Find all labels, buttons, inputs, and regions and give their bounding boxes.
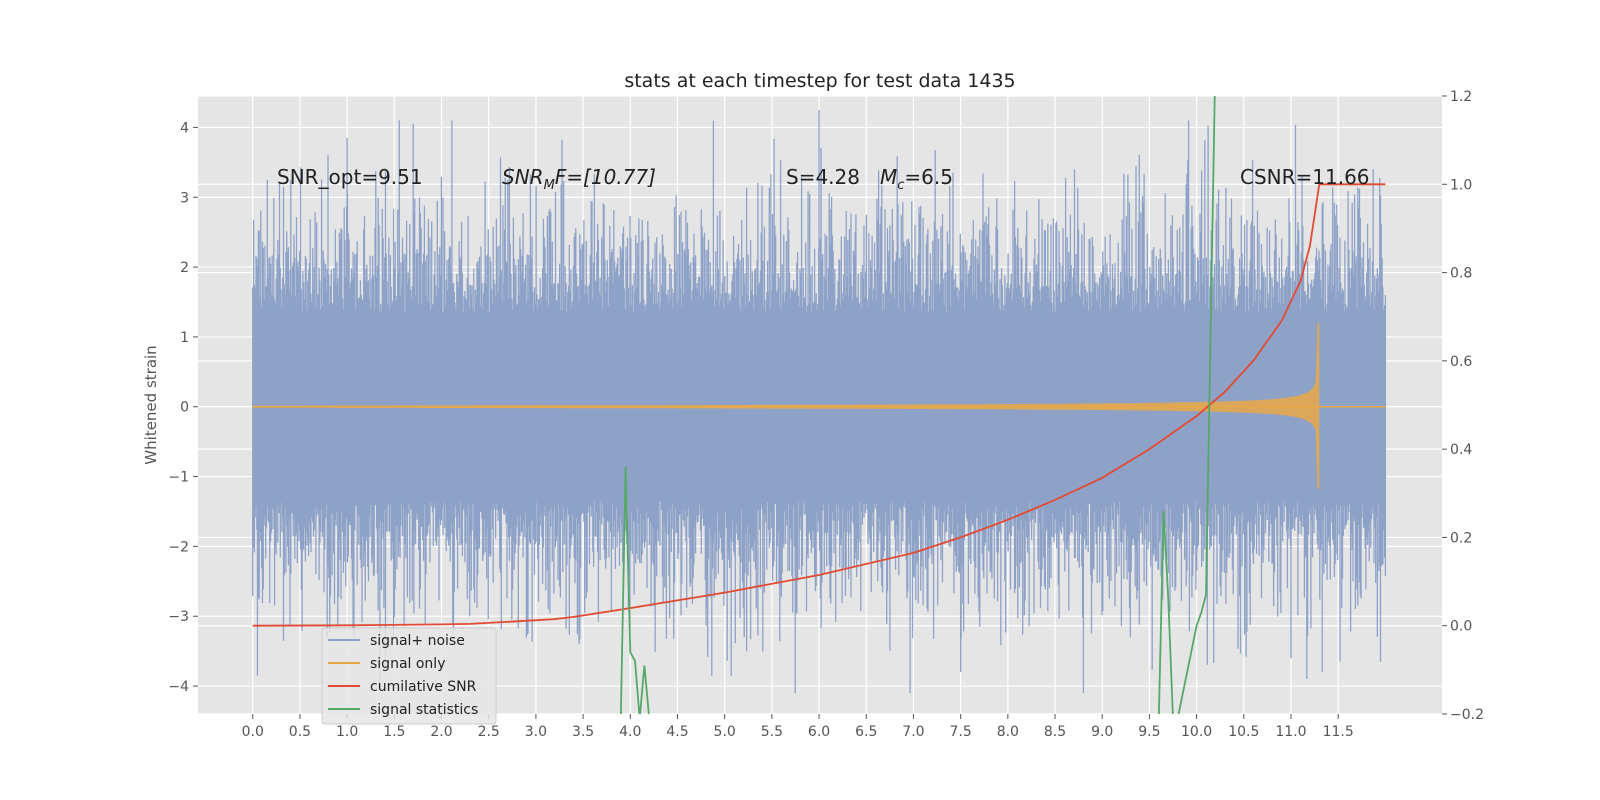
signal-only-area [252, 322, 1386, 489]
y-tick-label-left: 0 [180, 400, 189, 416]
y-tick-label-left: 1 [180, 330, 189, 346]
x-tick-label: 1.0 [336, 724, 358, 740]
annotation-csnr: CSNR=11.66 [1240, 165, 1370, 189]
annotation-snr-opt: SNR_opt=9.51 [277, 165, 423, 189]
x-tick-label: 8.5 [1044, 724, 1066, 740]
x-tick-label: 2.5 [478, 724, 500, 740]
annotation-mc: Mc=6.5 [880, 165, 953, 193]
x-tick-label: 2.0 [430, 724, 452, 740]
y-tick-label-left: 2 [180, 260, 189, 276]
y-tick-label-right: −0.2 [1450, 707, 1484, 723]
y-tick-label-left: 4 [180, 120, 189, 136]
x-tick-label: 7.0 [902, 724, 924, 740]
annotation-snr-mf: SNRMF=[10.77] [502, 165, 656, 193]
x-tick-label: 5.0 [714, 724, 736, 740]
left-axis-ticks: −4 −3 −2 −1 0 1 2 3 4 [168, 120, 198, 695]
y-tick-label-left: −2 [168, 539, 189, 555]
y-tick-label-left: −4 [168, 679, 189, 695]
x-tick-label: 10.0 [1181, 724, 1212, 740]
x-tick-label: 5.5 [761, 724, 783, 740]
signal-noise-area [252, 109, 1387, 694]
x-tick-label: 0.5 [289, 724, 311, 740]
legend-label-signal-only: signal only [370, 656, 445, 672]
signal-only-envelope [252, 322, 1320, 489]
cumulative-snr-line [252, 183, 1386, 627]
y-tick-label-right: 1.0 [1450, 177, 1472, 193]
chart-title: stats at each timestep for test data 143… [624, 70, 1015, 92]
y-axis-label: Whitened strain [142, 345, 160, 464]
series-lines [252, 96, 1386, 714]
y-tick-label-left: −3 [168, 609, 189, 625]
y-tick-label-right: 0.4 [1450, 442, 1472, 458]
signal-noise-core [252, 357, 1386, 502]
x-tick-label: 3.0 [525, 724, 547, 740]
x-tick-label: 9.5 [1138, 724, 1160, 740]
legend-box [321, 627, 497, 725]
y-tick-label-right: 0.2 [1450, 530, 1472, 546]
x-tick-label: 6.5 [855, 724, 877, 740]
x-tick-label: 6.0 [808, 724, 830, 740]
x-axis-ticks: 0.0 0.5 1.0 1.5 2.0 2.5 3.0 3.5 4.0 4.5 5.0 5.5 6.0 6… [242, 714, 1354, 740]
annotation-s-stat: S=4.28 [786, 165, 860, 189]
y-tick-label-left: 3 [180, 190, 189, 206]
legend-label-signal-statistics: signal statistics [370, 702, 478, 718]
x-tick-label: 10.5 [1228, 724, 1259, 740]
x-tick-label: 11.0 [1275, 724, 1306, 740]
right-axis-ticks: −0.2 0.0 0.2 0.4 0.6 0.8 1.0 1.2 [1442, 89, 1484, 723]
y-tick-label-right: 0.8 [1450, 266, 1472, 282]
legend-label-signal-noise: signal+ noise [370, 633, 465, 649]
x-tick-label: 1.5 [383, 724, 405, 740]
signal-statistics-line [1158, 96, 1216, 714]
x-tick-label: 0.0 [242, 724, 264, 740]
legend-label-cumulative-snr: cumilative SNR [370, 679, 477, 695]
y-tick-label-left: −1 [168, 470, 189, 486]
x-tick-label: 4.5 [666, 724, 688, 740]
x-tick-label: 3.5 [572, 724, 594, 740]
x-tick-label: 11.5 [1323, 724, 1354, 740]
y-tick-label-right: 0.6 [1450, 354, 1472, 370]
y-tick-label-right: 0.0 [1450, 619, 1472, 635]
legend: signal+ noise signal only cumilative SNR… [321, 627, 497, 725]
x-tick-label: 9.0 [1091, 724, 1113, 740]
signal-statistics-line [619, 466, 650, 714]
x-tick-label: 7.5 [950, 724, 972, 740]
x-tick-label: 8.0 [997, 724, 1019, 740]
x-tick-label: 4.0 [619, 724, 641, 740]
y-tick-label-right: 1.2 [1450, 89, 1472, 105]
